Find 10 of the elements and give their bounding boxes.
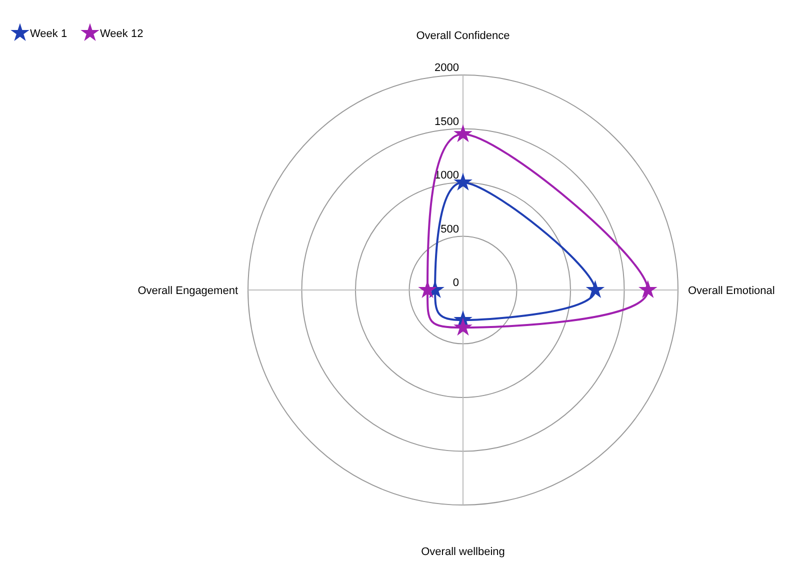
y-tick-label: 2000 [434, 62, 459, 74]
y-tick-label: 1500 [434, 116, 459, 128]
y-tick-label: 0 [452, 277, 459, 289]
y-tick-label: 500 [440, 223, 459, 236]
spoke-label: Overall Confidence [416, 30, 510, 42]
spoke-label: Overall wellbeing [421, 546, 505, 558]
spoke-label: Overall Emotional [688, 285, 775, 297]
legend-label: Week 1 [30, 28, 68, 40]
spoke-label: Overall Engagement [138, 285, 238, 297]
legend-label: Week 12 [100, 28, 144, 40]
